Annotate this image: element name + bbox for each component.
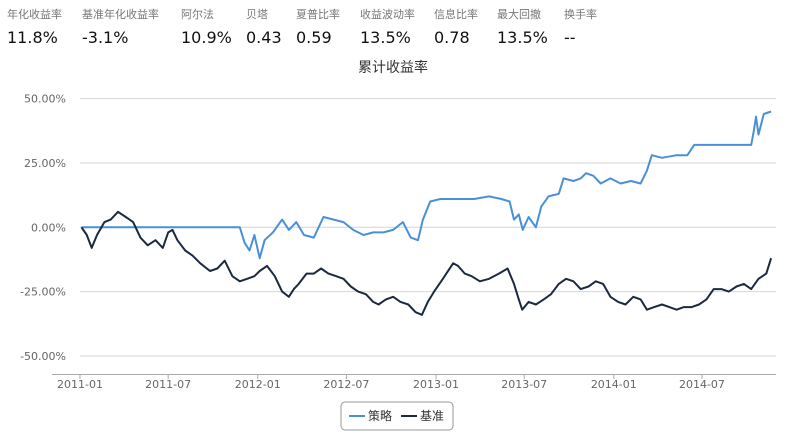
x-tick-label: 2012-01 — [235, 378, 281, 391]
metric-item: 信息比率 0.78 — [434, 6, 478, 47]
metric-item: 收益波动率 13.5% — [360, 6, 415, 47]
x-tick-label: 2012-07 — [323, 378, 369, 391]
metric-item: 年化收益率 11.8% — [7, 6, 62, 47]
metric-item: 基准年化收益率 -3.1% — [82, 6, 159, 47]
metric-value: 11.8% — [7, 28, 58, 47]
y-tick-label: 50.00% — [24, 93, 66, 106]
series-line-strategy — [81, 110, 772, 260]
metric-item: 最大回撤 13.5% — [497, 6, 548, 47]
metric-value: 0.59 — [296, 28, 332, 47]
metric-value: -- — [564, 28, 576, 47]
metric-value: 0.43 — [246, 28, 282, 47]
x-tick-label: 2014-01 — [591, 378, 637, 391]
metric-item: 换手率 -- — [564, 6, 597, 47]
legend-label: 策略 — [368, 408, 392, 423]
performance-metrics: 年化收益率 11.8% 基准年化收益率 -3.1% 阿尔法 10.9% 贝塔 0.43 夏普比率… — [0, 0, 786, 50]
y-tick-label: 25.00% — [24, 157, 66, 170]
metric-value: -3.1% — [82, 28, 129, 47]
x-tick-label: 2013-07 — [501, 378, 547, 391]
metric-label: 年化收益率 — [7, 8, 62, 21]
legend-label: 基准 — [420, 409, 444, 423]
cumulative-return-chart: 累计收益率 50.00% 25.00% 0.00% -25.00% -50.00% 2011… — [20, 59, 776, 431]
y-tick-label: -25.00% — [20, 286, 66, 299]
chart-title: 累计收益率 — [358, 59, 428, 76]
y-tick-label: 0.00% — [31, 221, 66, 234]
metric-value: 13.5% — [497, 28, 548, 47]
legend — [340, 401, 454, 431]
x-tick-label: 2011-01 — [57, 378, 103, 391]
x-tick-label: 2011-07 — [145, 378, 191, 391]
metric-value: 10.9% — [181, 28, 232, 47]
y-tick-label: -50.00% — [20, 350, 66, 363]
series-line-benchmark — [80, 210, 773, 316]
metric-label: 信息比率 — [434, 8, 478, 21]
metric-label: 基准年化收益率 — [82, 8, 159, 21]
metric-label: 最大回撤 — [497, 8, 541, 21]
x-tick-label: 2014-07 — [679, 378, 725, 391]
metric-value: 0.78 — [434, 28, 470, 47]
metric-item: 阿尔法 10.9% — [181, 6, 232, 47]
metric-label: 换手率 — [564, 8, 597, 21]
metric-value: 13.5% — [360, 28, 411, 47]
metric-label: 贝塔 — [246, 8, 268, 21]
x-tick-label: 2013-01 — [413, 378, 459, 391]
metric-label: 收益波动率 — [360, 8, 415, 21]
metric-label: 阿尔法 — [181, 8, 214, 21]
metric-item: 夏普比率 0.59 — [296, 6, 340, 47]
metric-label: 夏普比率 — [296, 8, 340, 21]
metric-item: 贝塔 0.43 — [246, 6, 282, 47]
